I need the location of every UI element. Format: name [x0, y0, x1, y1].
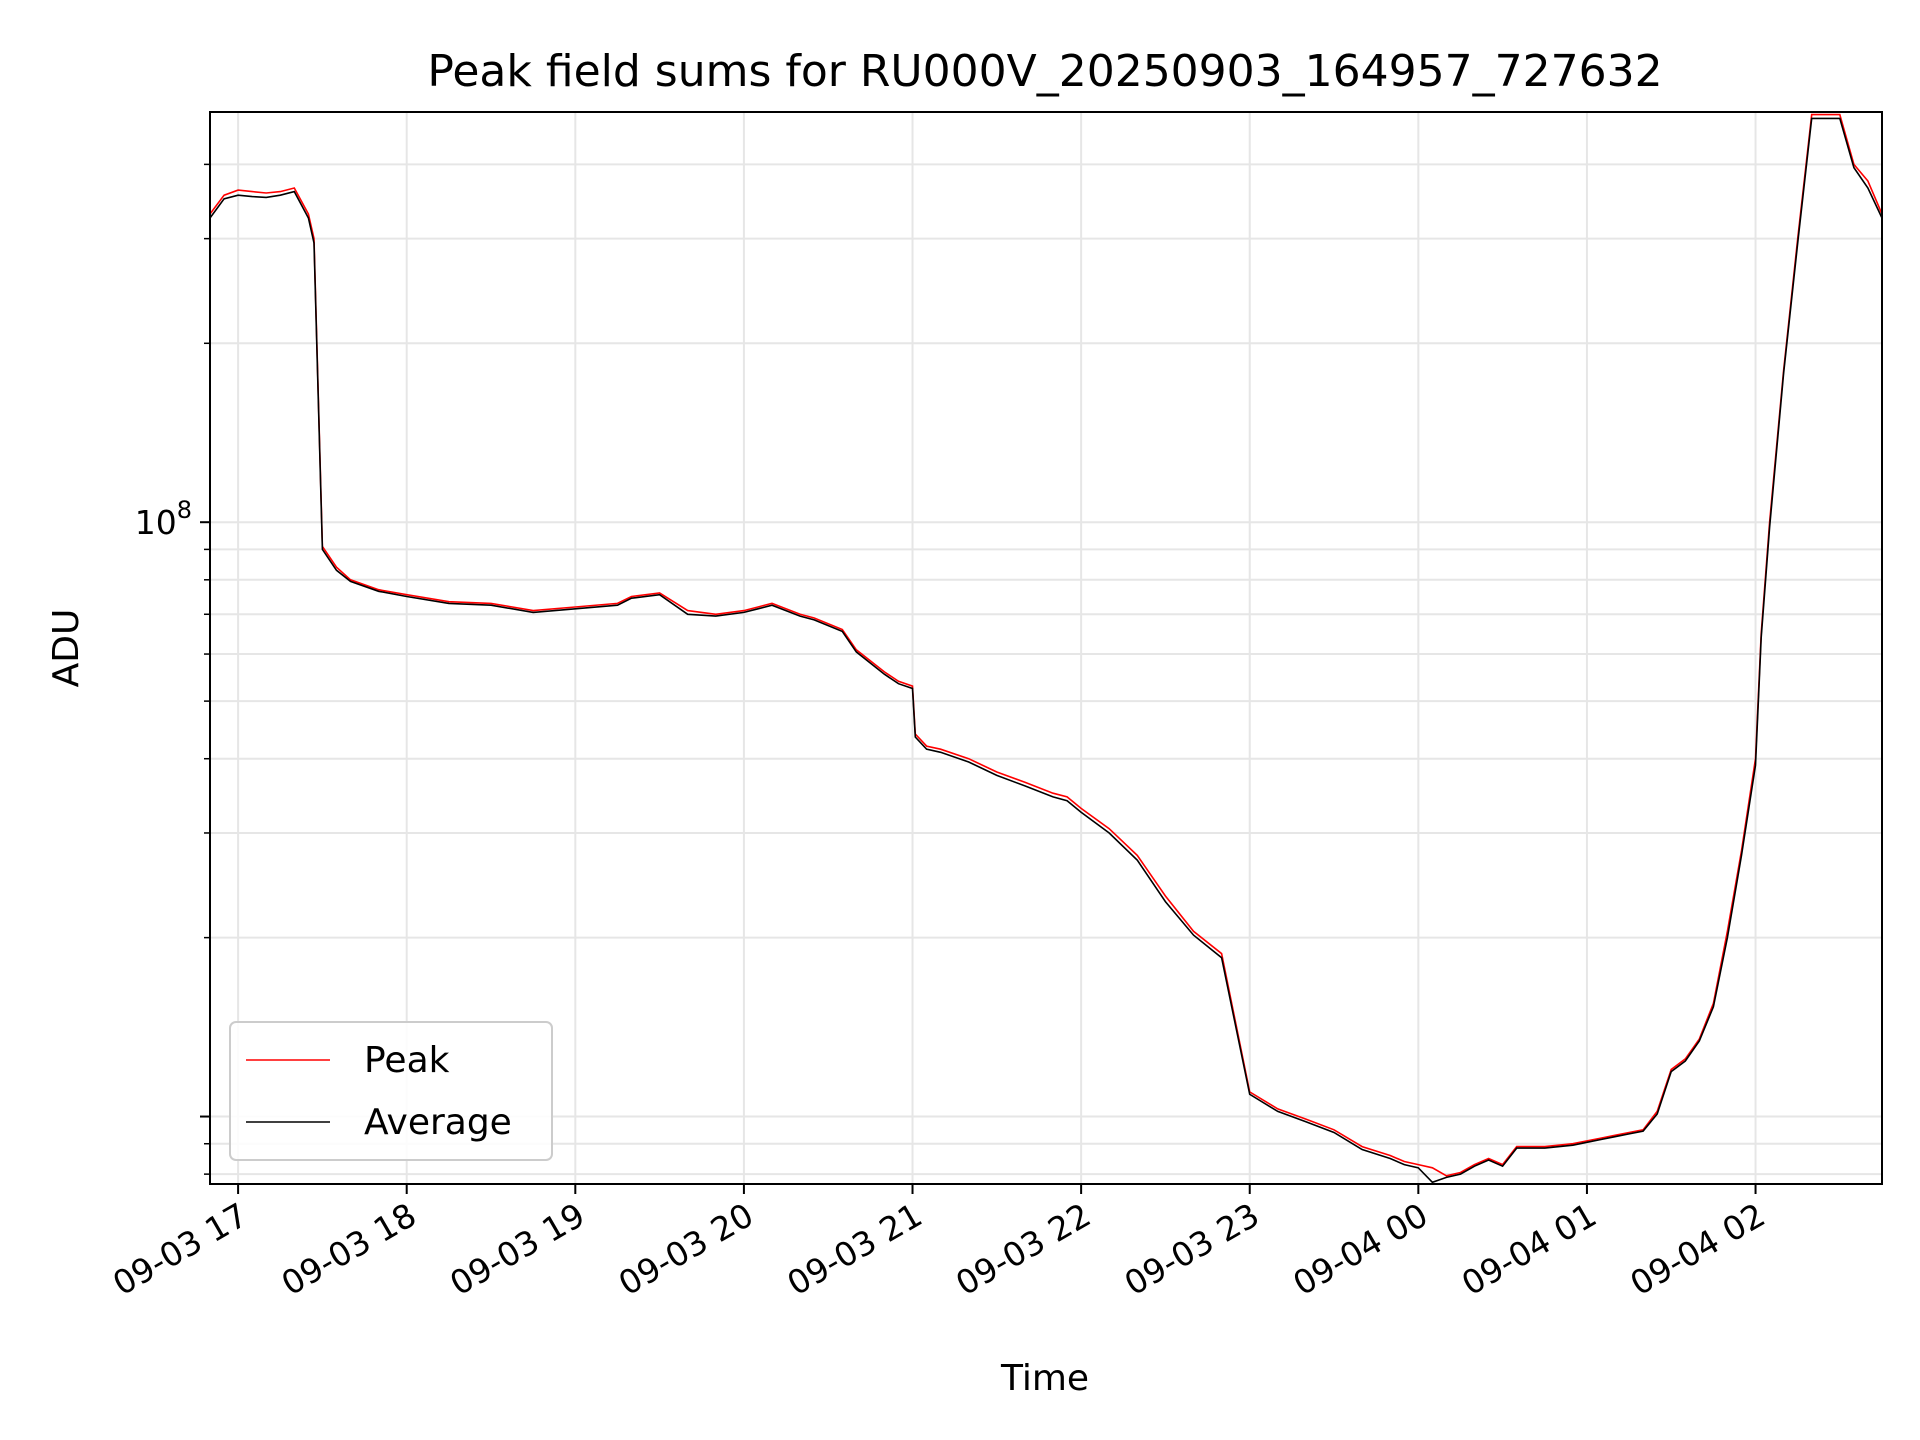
legend: Peak Average: [229, 1021, 553, 1161]
series-line-average: [210, 117, 1882, 1184]
legend-label-average: Average: [364, 1102, 512, 1143]
chart-title: Peak field sums for RU000V_20250903_1649…: [427, 46, 1662, 97]
legend-box: [229, 1021, 553, 1161]
y-axis-label: ADU: [46, 609, 87, 688]
x-axis-label: Time: [1000, 1358, 1089, 1399]
series-line-peak: [210, 113, 1882, 1177]
y-tick-label-exponent: 8: [177, 496, 192, 524]
y-tick-label-base: 10: [135, 503, 177, 542]
plot-frame: [209, 111, 1883, 1185]
legend-label-peak: Peak: [364, 1040, 450, 1081]
y-tick-label: 108: [135, 496, 192, 542]
